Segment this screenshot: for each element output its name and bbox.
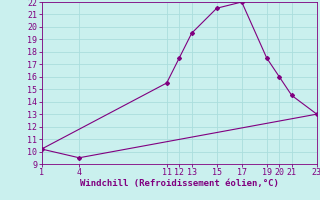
X-axis label: Windchill (Refroidissement éolien,°C): Windchill (Refroidissement éolien,°C) (80, 179, 279, 188)
